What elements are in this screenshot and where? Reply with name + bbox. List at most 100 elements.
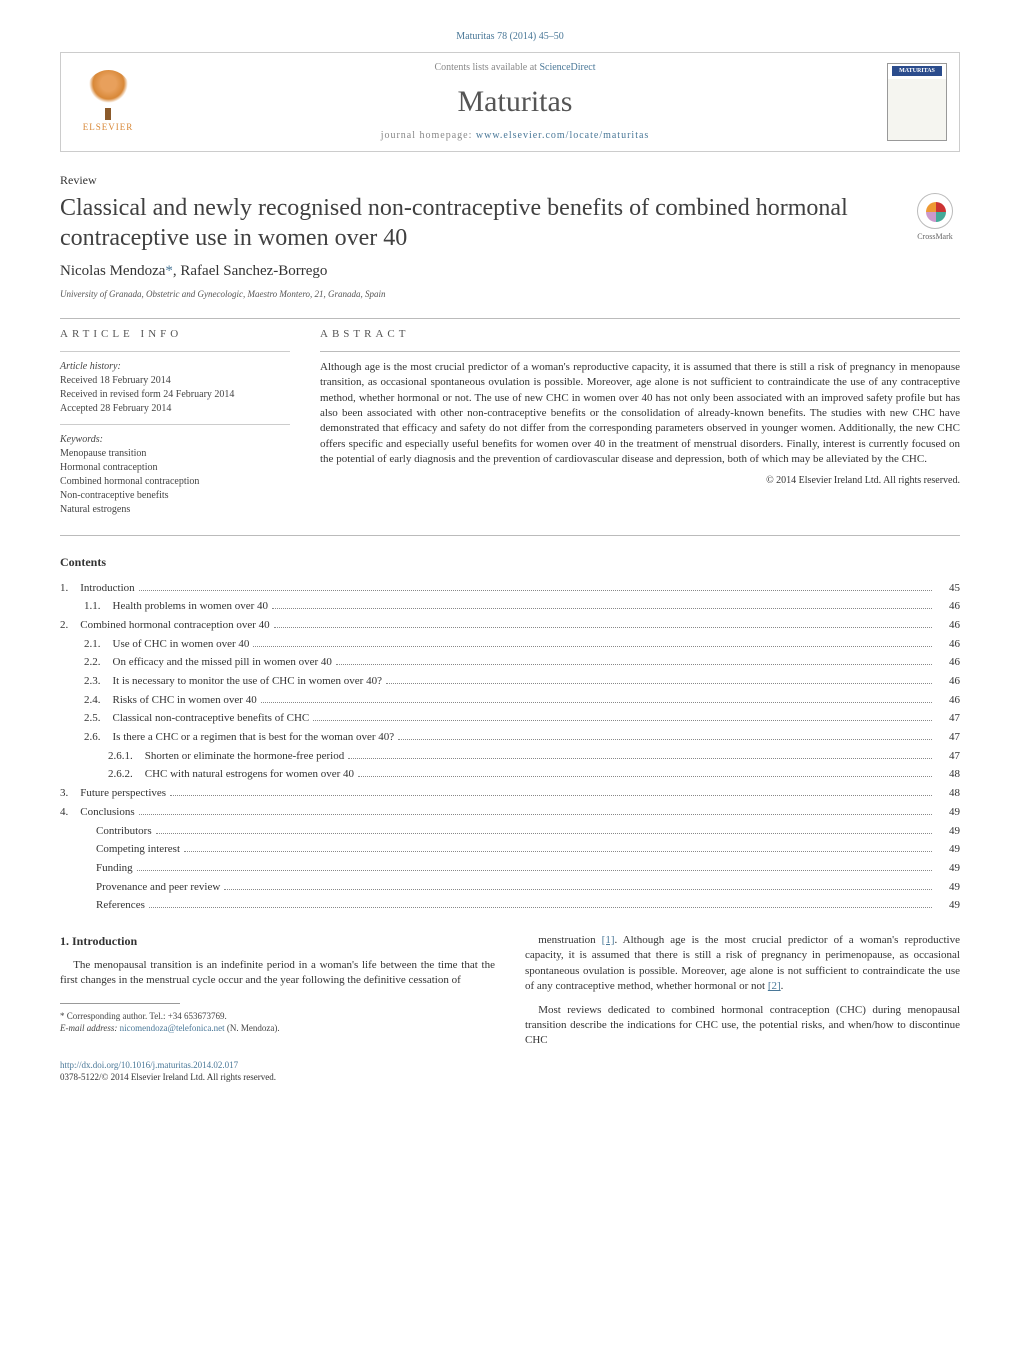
toc-dots xyxy=(386,683,932,684)
keywords-label: Keywords: xyxy=(60,433,290,447)
toc-page: 49 xyxy=(936,878,960,897)
article-info: ARTICLE INFO Article history: Received 1… xyxy=(60,327,290,516)
toc-row[interactable]: 2.6.Is there a CHC or a regimen that is … xyxy=(60,728,960,747)
toc-num: 2.5. xyxy=(84,709,113,728)
toc-dots xyxy=(137,870,932,871)
toc-dots xyxy=(398,739,932,740)
toc-page: 46 xyxy=(936,616,960,635)
authors: Nicolas Mendoza*, Rafael Sanchez-Borrego xyxy=(60,261,960,282)
toc-row[interactable]: Provenance and peer review49 xyxy=(60,878,960,897)
toc-num: 2. xyxy=(60,616,80,635)
corresponding-mark: * xyxy=(165,263,173,279)
toc-label: CHC with natural estrogens for women ove… xyxy=(145,765,354,784)
toc-page: 47 xyxy=(936,728,960,747)
toc-row[interactable]: 2.6.1.Shorten or eliminate the hormone-f… xyxy=(60,747,960,766)
toc-num: 2.6.1. xyxy=(108,747,145,766)
toc-label: Health problems in women over 40 xyxy=(113,597,269,616)
author-2: Rafael Sanchez-Borrego xyxy=(180,263,327,279)
title-row: Classical and newly recognised non-contr… xyxy=(60,193,960,253)
toc-label: Risks of CHC in women over 40 xyxy=(113,691,257,710)
header-citation: Maturitas 78 (2014) 45–50 xyxy=(60,30,960,44)
abstract-copyright: © 2014 Elsevier Ireland Ltd. All rights … xyxy=(320,474,960,488)
email-label: E-mail address: xyxy=(60,1023,120,1033)
crossmark-icon xyxy=(917,193,953,229)
toc-page: 49 xyxy=(936,822,960,841)
history-revised: Received in revised form 24 February 201… xyxy=(60,388,290,402)
journal-header-box: ELSEVIER Contents lists available at Sci… xyxy=(60,52,960,152)
home-prefix: journal homepage: xyxy=(381,130,476,141)
journal-homepage-link[interactable]: www.elsevier.com/locate/maturitas xyxy=(476,130,649,141)
toc-dots xyxy=(358,776,932,777)
toc-dots xyxy=(184,851,932,852)
body-columns: 1. Introduction The menopausal transitio… xyxy=(60,933,960,1049)
footnote-rule xyxy=(60,1003,180,1004)
doi-block: http://dx.doi.org/10.1016/j.maturitas.20… xyxy=(60,1059,960,1084)
contents-available-line: Contents lists available at ScienceDirec… xyxy=(143,61,887,75)
history-label: Article history: xyxy=(60,360,290,374)
crossmark-badge[interactable]: CrossMark xyxy=(910,193,960,242)
toc-page: 46 xyxy=(936,653,960,672)
sciencedirect-link[interactable]: ScienceDirect xyxy=(539,62,595,73)
toc-row[interactable]: 4.Conclusions49 xyxy=(60,803,960,822)
toc-row[interactable]: 2.1.Use of CHC in women over 4046 xyxy=(60,635,960,654)
para-2: menstruation [1]. Although age is the mo… xyxy=(525,933,960,995)
toc-page: 46 xyxy=(936,635,960,654)
toc-dots xyxy=(149,907,932,908)
toc-label: Introduction xyxy=(80,579,134,598)
email-link[interactable]: nicomendoza@telefonica.net xyxy=(120,1023,225,1033)
ref-1-link[interactable]: [1] xyxy=(602,934,615,946)
toc-num: 2.4. xyxy=(84,691,113,710)
toc-label: Future perspectives xyxy=(80,784,166,803)
toc-dots xyxy=(336,664,932,665)
toc-row[interactable]: Contributors49 xyxy=(60,822,960,841)
toc-page: 49 xyxy=(936,803,960,822)
footnotes: * Corresponding author. Tel.: +34 653673… xyxy=(60,1010,495,1035)
toc-label: Combined hormonal contraception over 40 xyxy=(80,616,269,635)
keyword-3: Combined hormonal contraception xyxy=(60,475,290,489)
section-1-heading: 1. Introduction xyxy=(60,933,495,950)
toc-page: 49 xyxy=(936,859,960,878)
ref-2-link[interactable]: [2] xyxy=(768,980,781,992)
toc-num: 2.2. xyxy=(84,653,113,672)
author-1: Nicolas Mendoza xyxy=(60,263,165,279)
toc-num: 1. xyxy=(60,579,80,598)
toc-row[interactable]: 1.Introduction45 xyxy=(60,579,960,598)
toc-page: 48 xyxy=(936,784,960,803)
toc-page: 47 xyxy=(936,709,960,728)
toc-row[interactable]: 2.5.Classical non-contraceptive benefits… xyxy=(60,709,960,728)
toc-page: 47 xyxy=(936,747,960,766)
toc-dots xyxy=(253,646,932,647)
toc-dots xyxy=(313,720,932,721)
toc-label: Classical non-contraceptive benefits of … xyxy=(113,709,310,728)
toc-page: 49 xyxy=(936,840,960,859)
corresponding-footnote: * Corresponding author. Tel.: +34 653673… xyxy=(60,1010,495,1023)
toc-num: 4. xyxy=(60,803,80,822)
email-footnote: E-mail address: nicomendoza@telefonica.n… xyxy=(60,1022,495,1035)
keyword-5: Natural estrogens xyxy=(60,503,290,517)
toc-row[interactable]: References 49 xyxy=(60,896,960,915)
contents-prefix: Contents lists available at xyxy=(434,62,539,73)
elsevier-text: ELSEVIER xyxy=(83,121,134,134)
affiliation: University of Granada, Obstetric and Gyn… xyxy=(60,288,960,301)
toc-row[interactable]: 2.3.It is necessary to monitor the use o… xyxy=(60,672,960,691)
rule-top xyxy=(60,318,960,319)
toc-row[interactable]: 2.2.On efficacy and the missed pill in w… xyxy=(60,653,960,672)
toc-row[interactable]: Funding 49 xyxy=(60,859,960,878)
toc-row[interactable]: 2.6.2.CHC with natural estrogens for wom… xyxy=(60,765,960,784)
toc-row[interactable]: 3.Future perspectives48 xyxy=(60,784,960,803)
article-type: Review xyxy=(60,172,960,189)
toc-row[interactable]: 2.Combined hormonal contraception over 4… xyxy=(60,616,960,635)
toc-label: On efficacy and the missed pill in women… xyxy=(113,653,332,672)
header-center: Contents lists available at ScienceDirec… xyxy=(143,61,887,143)
toc-row[interactable]: 1.1.Health problems in women over 4046 xyxy=(60,597,960,616)
toc-row[interactable]: Competing interest49 xyxy=(60,840,960,859)
toc-row[interactable]: 2.4.Risks of CHC in women over 4046 xyxy=(60,691,960,710)
toc-dots xyxy=(274,627,932,628)
toc-page: 48 xyxy=(936,765,960,784)
toc-label: References xyxy=(96,896,145,915)
toc-label: Funding xyxy=(96,859,133,878)
toc-page: 49 xyxy=(936,896,960,915)
doi-link[interactable]: http://dx.doi.org/10.1016/j.maturitas.20… xyxy=(60,1060,238,1070)
rule-mid xyxy=(60,535,960,536)
issn-copyright: 0378-5122/© 2014 Elsevier Ireland Ltd. A… xyxy=(60,1072,276,1082)
